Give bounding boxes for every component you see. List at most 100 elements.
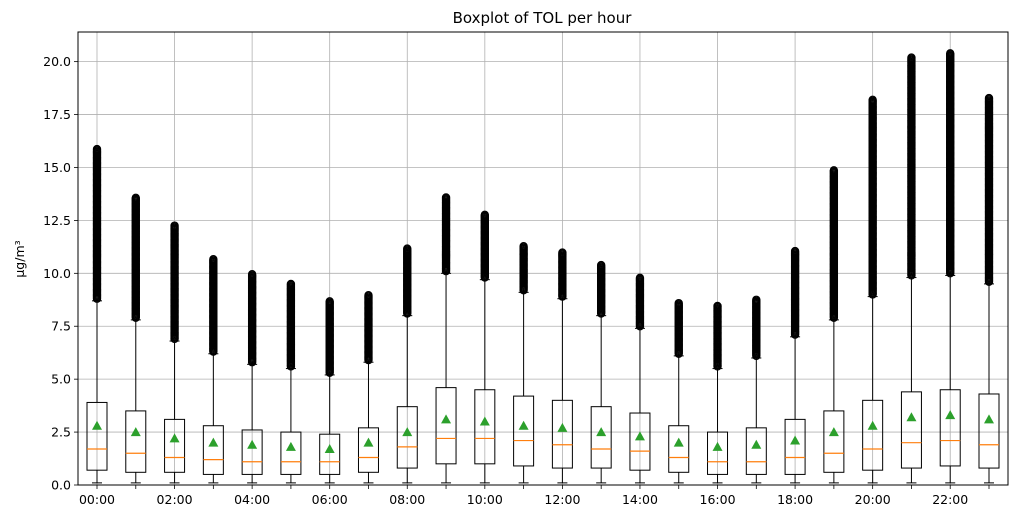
flier-group (752, 295, 761, 361)
iqr-box (862, 399, 884, 471)
box-group (745, 295, 767, 484)
x-tick-label: 12:00 (544, 492, 580, 507)
flier-group (829, 166, 839, 322)
flier-point (441, 193, 451, 202)
flier-point (752, 295, 761, 304)
iqr-box (551, 399, 573, 469)
chart-title: Boxplot of TOL per hour (453, 9, 633, 27)
iqr-box (241, 429, 263, 475)
flier-group (635, 273, 645, 331)
flier-point (635, 273, 645, 283)
box-group (784, 246, 806, 484)
iqr-box (319, 433, 341, 475)
flier-point (674, 298, 683, 308)
flier-point (131, 193, 140, 203)
flier-group (247, 270, 257, 367)
iqr-box (978, 393, 1000, 469)
x-tick-label: 14:00 (622, 492, 658, 507)
flier-group (480, 210, 490, 282)
flier-point (286, 279, 296, 289)
box-layer (86, 49, 1000, 484)
mean-marker (673, 437, 684, 447)
iqr-box (590, 406, 612, 469)
flier-point (790, 246, 800, 256)
mean-marker (867, 420, 878, 430)
box-group (435, 193, 457, 484)
flier-group (325, 297, 334, 378)
y-tick-label: 17.5 (43, 107, 71, 122)
flier-point (946, 49, 955, 58)
flier-group (403, 244, 412, 318)
box-group (513, 242, 535, 484)
flier-group (131, 193, 140, 322)
flier-point (868, 95, 877, 104)
mean-marker (518, 420, 529, 430)
mean-marker (634, 431, 645, 441)
y-tick-label: 0.0 (51, 478, 71, 493)
flier-point (403, 244, 412, 253)
mean-marker (790, 435, 801, 445)
mean-marker (945, 410, 956, 420)
box-group (823, 166, 845, 484)
iqr-box (202, 425, 224, 475)
flier-group (790, 246, 800, 339)
flier-group (364, 291, 373, 365)
y-tick-label: 7.5 (51, 319, 71, 334)
iqr-box (435, 387, 457, 465)
flier-group (907, 53, 916, 280)
y-axis-label: µg/m³ (12, 240, 27, 277)
box-group (164, 221, 186, 484)
y-tick-label: 15.0 (43, 160, 71, 175)
flier-point (325, 297, 334, 306)
plot-frame (77, 31, 1009, 486)
flier-point (829, 166, 839, 175)
mean-marker (712, 441, 723, 451)
mean-marker (247, 439, 258, 449)
flier-group (674, 298, 683, 358)
box-group (862, 95, 884, 484)
box-group (551, 248, 573, 484)
mean-marker (557, 422, 568, 432)
iqr-box (86, 401, 108, 471)
box-group (125, 193, 147, 484)
flier-point (984, 93, 994, 103)
y-tick-label: 10.0 (43, 266, 71, 281)
y-tick-label: 5.0 (51, 372, 71, 387)
iqr-box (745, 427, 767, 475)
flier-group (286, 279, 296, 371)
y-tick-label: 2.5 (51, 425, 71, 440)
box-group (590, 260, 612, 484)
flier-group (92, 144, 102, 303)
flier-group (558, 248, 567, 301)
mean-marker (285, 441, 296, 451)
flier-group (596, 260, 606, 318)
box-group (668, 298, 690, 484)
x-tick-label: 06:00 (312, 492, 348, 507)
mean-marker (751, 439, 762, 449)
flier-group (946, 49, 955, 278)
mean-marker (479, 416, 490, 426)
mean-marker (363, 437, 374, 447)
box-group (319, 297, 341, 484)
x-tick-label: 10:00 (467, 492, 503, 507)
iqr-box (357, 427, 379, 473)
flier-point (519, 242, 528, 251)
y-tick-label: 12.5 (43, 213, 71, 228)
flier-point (209, 255, 218, 264)
x-tick-label: 22:00 (932, 492, 968, 507)
flier-point (907, 53, 916, 62)
x-tick-label: 00:00 (79, 492, 115, 507)
flier-group (713, 301, 722, 371)
mean-marker (169, 433, 180, 443)
flier-point (596, 260, 606, 270)
flier-group (984, 93, 994, 286)
iqr-box (629, 412, 651, 471)
flier-group (170, 221, 179, 344)
flier-group (868, 95, 877, 299)
iqr-box (513, 395, 535, 467)
iqr-box (164, 418, 186, 473)
iqr-box (823, 410, 845, 473)
iqr-box (784, 418, 806, 475)
flier-point (713, 301, 722, 311)
flier-group (519, 242, 528, 295)
